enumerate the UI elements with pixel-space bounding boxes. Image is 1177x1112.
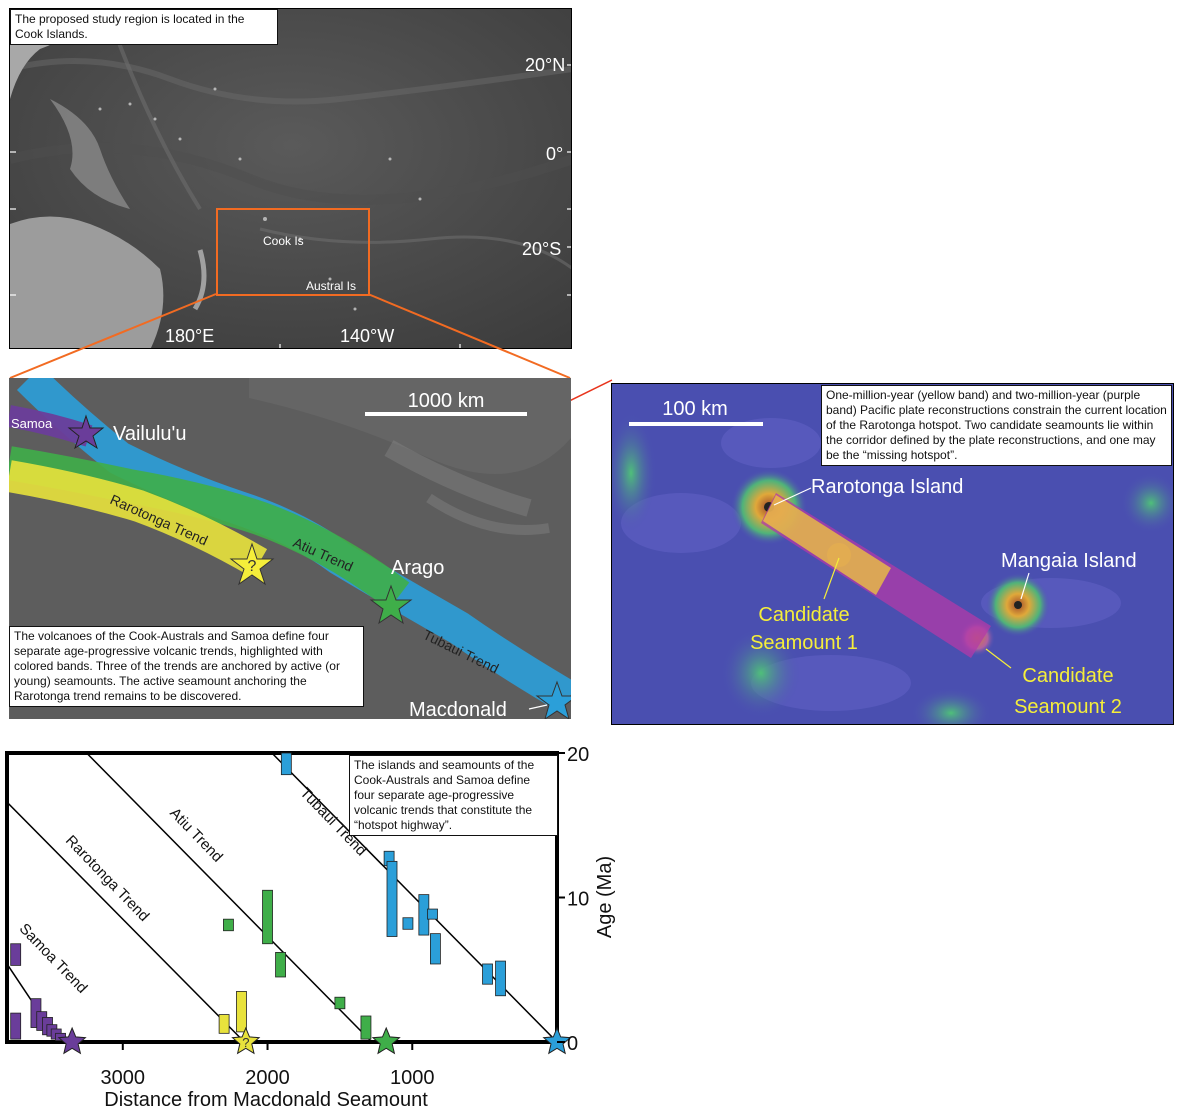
trend-map-caption: The volcanoes of the Cook-Australs and S… [9,626,364,707]
lon-label-140w: 140°W [340,326,394,346]
rarotonga-island-label: Rarotonga Island [811,476,963,498]
study-region-box [216,208,370,296]
lat-label-0: 0° [546,144,563,164]
bathymetry-panel: 100 km Rarotonga Island Mangaia Island C… [611,383,1174,725]
x-tick-label: 2000 [245,1067,290,1089]
star-label: ? [242,1035,249,1050]
lon-label-180e: 180°E [165,326,214,346]
age-bar [10,1012,22,1040]
candidate-1-label-line2: Seamount 1 [750,632,858,654]
rarotonga-trend-band [9,460,268,577]
austral-islands-label: Austral Is [306,279,356,293]
regional-map: 20°N 0° 20°S 180°E 140°W Cook Is Austral… [10,9,571,348]
x-tick-label: 3000 [101,1067,146,1089]
age-bar [495,960,506,997]
vailulu-star [67,414,105,450]
trend-line [7,801,245,1042]
regional-map-panel: 20°N 0° 20°S 180°E 140°W Cook Is Austral… [9,8,572,349]
age-bar [223,918,234,932]
age-bar [46,1024,58,1037]
age-bar [482,963,493,985]
age-bar [383,850,395,867]
x-axis-label: Distance from Macdonald Seamount [104,1089,428,1111]
regional-map-caption: The proposed study region is located in … [10,9,278,45]
one-million-year-band [763,495,891,595]
trend-line [7,963,60,1042]
age-bar [36,1011,48,1031]
age-bar [50,1028,62,1040]
age-bar [218,1014,230,1034]
seamount-star [542,1026,572,1055]
chart-caption: The islands and seamounts of the Cook-Au… [349,755,558,836]
y-tick-label: 0 [567,1033,578,1055]
age-bar [42,1017,53,1036]
y-tick-label: 20 [567,744,589,766]
trend-line-label: Samoa Trend [16,920,91,997]
age-bar [334,996,346,1010]
age-bar [30,998,42,1028]
seamount-star [57,1026,87,1055]
scale-bar-label: 1000 km [408,390,485,412]
mangaia-island-label: Mangaia Island [1001,550,1137,572]
trend-line-label: Rarotonga Trend [62,832,152,925]
age-bar [262,889,273,945]
macdonald-label: Macdonald [409,699,507,719]
age-bar [418,894,430,936]
age-bar [402,917,414,930]
age-bar [430,933,441,965]
vailulu-label: Vailulu'u [113,423,187,445]
candidate-2-label-line1: Candidate [1022,665,1113,687]
scale-bar-label: 100 km [662,398,728,420]
seamount-star [231,1026,261,1055]
x-tick-label: 1000 [390,1067,435,1089]
y-tick-label: 10 [567,889,589,911]
age-bar [10,943,22,966]
trend-line-label: Atiu Trend [166,805,226,866]
macdonald-star [535,680,571,719]
age-bar [236,991,247,1033]
rarotonga-hotspot-star [229,542,275,586]
trend-map-panel: 1000 km ? Samoa Vailulu'u Rarotonga Tren… [9,378,571,719]
age-bar [280,752,292,776]
trend-line [86,753,373,1042]
lat-label-20n: 20°N [525,55,565,75]
y-axis-label: Age (Ma) [594,856,616,938]
age-bar [360,1015,372,1040]
age-bar [275,952,286,978]
arago-label: Arago [391,557,444,579]
candidate-1-label-line1: Candidate [758,604,849,626]
cook-islands-label: Cook Is [263,234,304,248]
candidate-2-label-line2: Seamount 2 [1014,696,1122,718]
age-bar [55,1032,66,1041]
age-bar [427,908,438,920]
age-bar [386,860,398,937]
bathymetry-caption: One-million-year (yellow band) and two-m… [821,385,1172,466]
lat-label-20s: 20°S [522,239,561,259]
arago-star [369,584,413,625]
samoa-label: Samoa [11,416,53,431]
unknown-hotspot-marker: ? [248,558,257,575]
seamount-star [371,1026,401,1055]
